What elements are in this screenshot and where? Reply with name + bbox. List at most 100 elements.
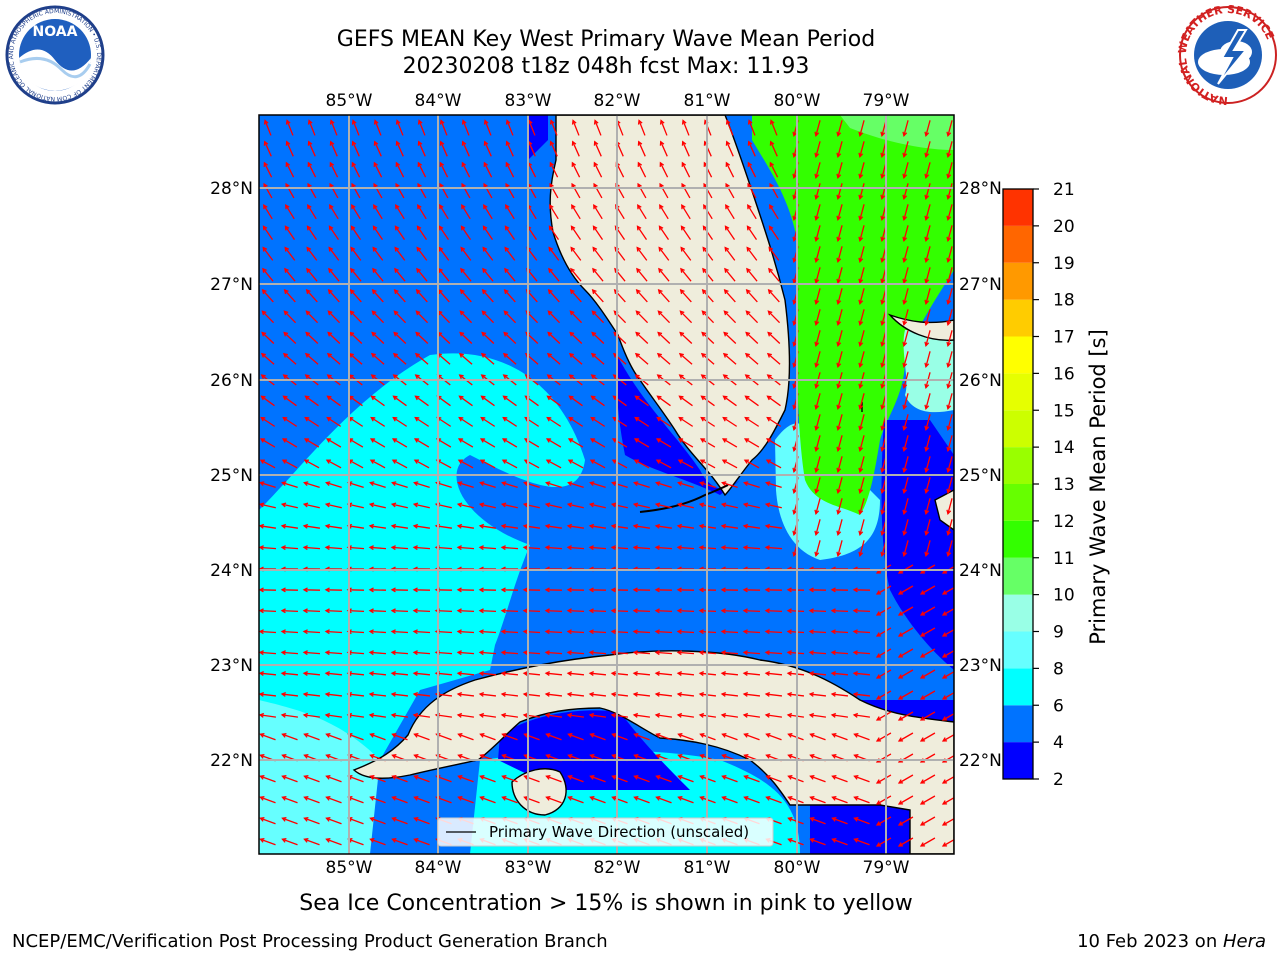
wave-arrow [263, 204, 273, 220]
wave-arrow [764, 608, 783, 614]
wave-arrow [263, 161, 273, 178]
wave-arrow [654, 545, 673, 551]
wave-arrow [742, 691, 761, 697]
wave-arrow [680, 246, 692, 261]
wave-arrow [655, 459, 672, 469]
wave-arrow [946, 267, 953, 285]
wave-arrow [502, 416, 518, 427]
wave-arrow [568, 352, 583, 365]
colorbar-segment [1003, 262, 1033, 300]
wave-arrow [302, 608, 321, 614]
wave-arrow [478, 650, 497, 656]
wave-arrow [722, 352, 737, 365]
wave-arrow [523, 481, 540, 488]
wave-arrow [571, 182, 581, 199]
wave-arrow [458, 395, 473, 407]
wave-arrow [814, 141, 821, 159]
wave-arrow [858, 183, 865, 201]
wave-arrow [588, 712, 607, 718]
wave-arrow [858, 141, 865, 159]
wave-arrow [590, 416, 606, 427]
wave-arrow [306, 225, 318, 240]
wave-arrow [351, 140, 360, 157]
wave-arrow [593, 204, 603, 220]
wave-arrow [369, 838, 386, 846]
lat-tick-label-right: 22°N [959, 751, 1002, 771]
wave-arrow [897, 816, 914, 826]
chart-title: GEFS MEAN Key West Primary Wave Mean Per… [336, 27, 876, 52]
wave-arrow [743, 775, 760, 783]
wave-arrow [655, 796, 672, 804]
wave-arrow [459, 331, 473, 344]
wave-arrow [658, 246, 670, 261]
lat-tick-label-left: 28°N [210, 179, 253, 199]
wave-arrow [281, 733, 298, 741]
wave-arrow [611, 775, 628, 783]
chart-subtitle: 20230208 t18z 048h fcst Max: 11.93 [402, 54, 810, 79]
noaa-logo: NOAA NATIONAL OCEANIC AND ATMOSPHERIC AD… [0, 0, 105, 105]
wave-arrow [544, 587, 563, 593]
wave-arrow [764, 545, 783, 551]
land-grand-bahama [887, 313, 954, 341]
wave-arrow [589, 733, 606, 741]
wave-arrow [875, 606, 892, 616]
wave-arrow [830, 608, 849, 614]
wave-arrow [500, 608, 519, 614]
wave-arrow [459, 310, 473, 324]
wave-arrow [814, 393, 821, 411]
wave-arrow [721, 459, 738, 469]
colorbar-tick-label: 14 [1053, 438, 1075, 458]
wave-arrow [412, 650, 431, 656]
wave-arrow [946, 540, 953, 558]
wave-arrow [875, 795, 892, 805]
wave-arrow [369, 796, 386, 804]
lon-tick-label-top: 82°W [594, 91, 641, 111]
wave-arrow [836, 246, 843, 264]
wave-arrow [302, 691, 321, 697]
wave-arrow [946, 456, 953, 474]
wave-arrow [659, 182, 669, 199]
wave-arrow [768, 246, 780, 261]
wave-arrow [902, 288, 909, 306]
noaa-logo-text: NOAA [33, 24, 78, 40]
wave-arrow [259, 817, 276, 825]
wave-arrow [479, 438, 496, 448]
wave-arrow [858, 162, 865, 180]
wave-arrow [657, 289, 670, 303]
wave-arrow [941, 670, 954, 679]
wave-arrow [501, 733, 518, 741]
wave-arrow [858, 267, 865, 285]
wave-arrow [349, 310, 363, 324]
wave-arrow [461, 182, 471, 199]
wave-arrow [858, 519, 865, 537]
wave-arrow [566, 523, 585, 529]
wave-arrow [483, 161, 493, 178]
wave-arrow [724, 246, 736, 261]
wave-arrow [632, 608, 651, 614]
colorbar-tick-label: 12 [1053, 512, 1075, 532]
wave-arrow [836, 477, 843, 495]
wave-arrow [327, 331, 341, 344]
wave-arrow [858, 498, 865, 516]
wave-arrow [303, 775, 320, 783]
wave-arrow [456, 629, 475, 635]
wave-arrow [814, 456, 821, 474]
wave-arrow [350, 225, 362, 240]
wave-arrow [924, 519, 931, 537]
lat-tick-label-right: 23°N [959, 656, 1002, 676]
wave-arrow [259, 671, 277, 676]
wave-arrow [478, 691, 497, 697]
wave-arrow [946, 120, 953, 138]
wave-arrow [413, 481, 430, 488]
wave-arrow [412, 587, 431, 593]
wave-arrow [281, 817, 298, 825]
wave-arrow [637, 182, 647, 199]
wave-arrow [723, 310, 737, 324]
wave-arrow [946, 162, 953, 180]
wave-arrow [611, 438, 628, 448]
footer-host: Hera [1222, 931, 1266, 952]
wave-arrow [924, 351, 931, 369]
wave-arrow [368, 545, 387, 551]
wave-arrow [544, 523, 563, 529]
wave-arrow [946, 498, 953, 516]
